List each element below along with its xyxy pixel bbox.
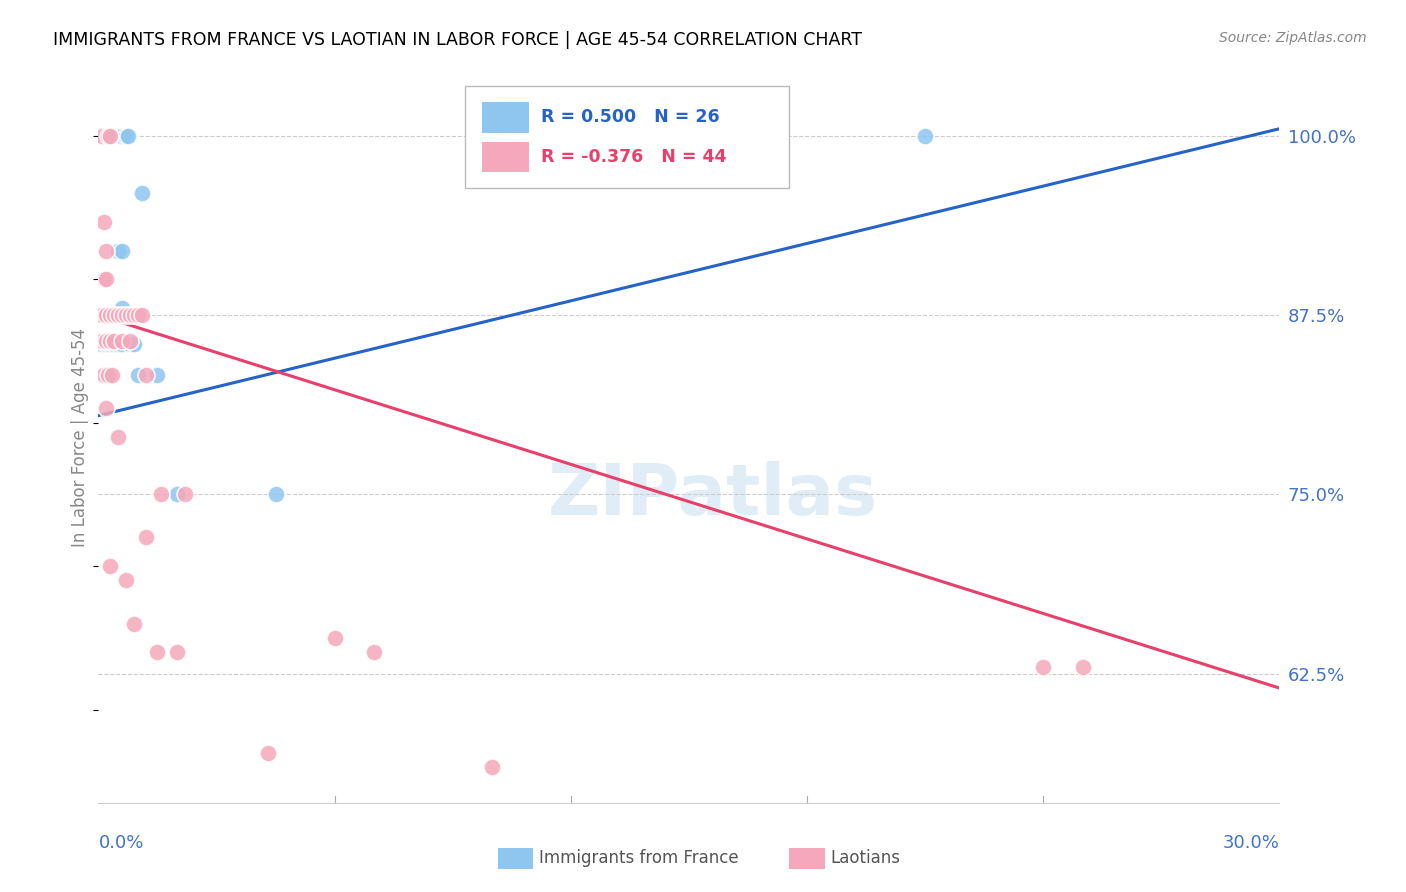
Point <box>96 308 118 322</box>
Point <box>97 368 120 383</box>
Text: IMMIGRANTS FROM FRANCE VS LAOTIAN IN LABOR FORCE | AGE 45-54 CORRELATION CHART: IMMIGRANTS FROM FRANCE VS LAOTIAN IN LAB… <box>53 31 862 49</box>
Point <box>122 616 145 631</box>
Point <box>98 334 121 348</box>
FancyBboxPatch shape <box>482 142 530 172</box>
Text: Immigrants from France: Immigrants from France <box>538 849 738 867</box>
Point <box>914 128 936 143</box>
Point <box>96 401 118 416</box>
Point <box>1071 659 1094 673</box>
Text: 30.0%: 30.0% <box>1223 834 1279 853</box>
Point <box>481 760 503 774</box>
Point <box>107 430 129 444</box>
Point <box>96 308 118 322</box>
Point <box>115 128 138 143</box>
Point <box>96 334 118 348</box>
Point <box>118 334 141 348</box>
Text: ZIPatlas: ZIPatlas <box>547 461 877 530</box>
Point <box>146 368 169 383</box>
FancyBboxPatch shape <box>464 86 789 188</box>
Point <box>98 128 121 143</box>
Point <box>111 334 134 348</box>
Point <box>103 308 125 322</box>
Point <box>131 186 153 201</box>
Point <box>103 334 125 348</box>
Point <box>117 128 139 143</box>
FancyBboxPatch shape <box>482 102 530 133</box>
Point <box>111 244 134 258</box>
Point <box>1032 659 1054 673</box>
Point <box>166 645 188 659</box>
Point <box>96 128 118 143</box>
Point <box>91 334 114 348</box>
Point <box>131 308 153 322</box>
Point <box>107 244 129 258</box>
Point <box>150 487 173 501</box>
Point <box>118 336 141 351</box>
Point <box>111 308 134 322</box>
Point <box>135 531 157 545</box>
Point <box>91 308 114 322</box>
Point <box>115 574 138 588</box>
Point <box>98 559 121 574</box>
Point <box>96 244 118 258</box>
Text: R = 0.500   N = 26: R = 0.500 N = 26 <box>541 109 720 127</box>
Point <box>122 308 145 322</box>
Point <box>323 631 346 645</box>
Point <box>122 336 145 351</box>
Point <box>363 645 385 659</box>
FancyBboxPatch shape <box>789 848 825 869</box>
Point <box>91 336 114 351</box>
Point <box>127 308 149 322</box>
Point <box>256 746 278 760</box>
Text: R = -0.376   N = 44: R = -0.376 N = 44 <box>541 148 727 166</box>
Point <box>118 308 141 322</box>
Point <box>111 336 134 351</box>
Point <box>93 368 115 383</box>
Point <box>115 308 138 322</box>
Text: Source: ZipAtlas.com: Source: ZipAtlas.com <box>1219 31 1367 45</box>
Text: 0.0%: 0.0% <box>98 834 143 853</box>
Point <box>111 301 134 315</box>
Point <box>98 336 121 351</box>
Point <box>97 128 120 143</box>
Point <box>146 645 169 659</box>
Point <box>96 272 118 286</box>
Point <box>174 487 197 501</box>
Point <box>98 128 121 143</box>
Text: Laotians: Laotians <box>831 849 901 867</box>
Point <box>107 336 129 351</box>
Point <box>98 308 121 322</box>
Point <box>91 368 114 383</box>
Point <box>107 308 129 322</box>
Point <box>96 368 118 383</box>
FancyBboxPatch shape <box>498 848 533 869</box>
Point <box>103 336 125 351</box>
Point <box>166 487 188 501</box>
Point <box>93 272 115 286</box>
Point <box>93 215 115 229</box>
Point <box>96 336 118 351</box>
Y-axis label: In Labor Force | Age 45-54: In Labor Force | Age 45-54 <box>70 327 89 547</box>
Point <box>127 368 149 383</box>
Point <box>111 128 134 143</box>
Point <box>91 128 114 143</box>
Point <box>135 368 157 383</box>
Point <box>103 308 125 322</box>
Point <box>264 487 287 501</box>
Point <box>101 368 124 383</box>
